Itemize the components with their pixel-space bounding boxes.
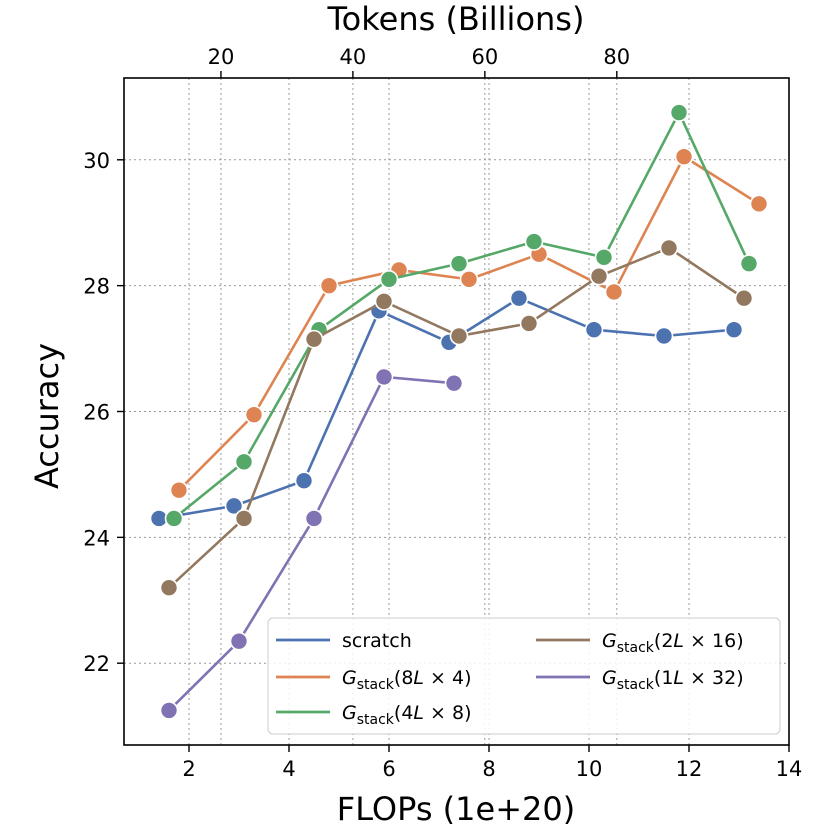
x-tick-label: 10 bbox=[576, 757, 603, 781]
data-point bbox=[739, 254, 759, 273]
data-point bbox=[304, 509, 324, 528]
data-point bbox=[734, 288, 754, 308]
data-point bbox=[234, 452, 254, 472]
series-2 bbox=[169, 147, 769, 500]
data-point bbox=[459, 270, 479, 289]
data-point bbox=[169, 480, 189, 500]
data-point bbox=[224, 496, 244, 516]
y-tick-label: 24 bbox=[83, 526, 110, 550]
data-point bbox=[374, 292, 394, 311]
data-point bbox=[319, 276, 339, 295]
x-tick-label: 8 bbox=[482, 757, 495, 781]
data-point bbox=[159, 578, 179, 597]
data-point bbox=[234, 509, 254, 528]
x-axis-title: FLOPs (1e+20) bbox=[337, 790, 575, 828]
data-point bbox=[229, 631, 249, 651]
series-3 bbox=[164, 103, 759, 528]
data-point bbox=[294, 471, 314, 491]
top-x-tick-label: 40 bbox=[340, 45, 367, 69]
top-x-axis-title: Tokens (Billions) bbox=[327, 0, 585, 38]
x-tick-label: 6 bbox=[382, 757, 395, 781]
series-line bbox=[178, 155, 760, 492]
top-x-tick-label: 60 bbox=[471, 45, 498, 69]
data-point bbox=[604, 282, 624, 302]
legend-label: Gstack(1L × 32) bbox=[602, 667, 744, 693]
legend-label: Gstack(4L × 8) bbox=[342, 702, 472, 728]
x-tick-label: 4 bbox=[282, 757, 295, 781]
series-1 bbox=[149, 288, 744, 528]
series-layer bbox=[149, 103, 769, 720]
series-5 bbox=[159, 367, 464, 720]
x-tick-label: 14 bbox=[776, 757, 803, 781]
legend-box bbox=[267, 617, 781, 735]
data-point bbox=[594, 248, 614, 267]
legend-label: Gstack(8L × 4) bbox=[342, 667, 472, 693]
data-point bbox=[654, 326, 674, 346]
data-point bbox=[674, 147, 694, 166]
data-point bbox=[444, 373, 464, 393]
data-point bbox=[244, 405, 264, 424]
y-tick-label: 30 bbox=[83, 149, 110, 173]
data-point bbox=[159, 701, 179, 720]
y-tick-label: 26 bbox=[83, 401, 110, 425]
data-point bbox=[519, 314, 539, 333]
series-4 bbox=[159, 238, 754, 597]
data-point bbox=[509, 288, 529, 308]
top-x-tick-label: 80 bbox=[603, 45, 630, 69]
data-point bbox=[589, 266, 609, 286]
legend-label: Gstack(2L × 16) bbox=[602, 630, 744, 656]
data-point bbox=[524, 232, 544, 251]
data-point bbox=[749, 194, 769, 214]
y-tick-label: 22 bbox=[83, 652, 110, 676]
data-point bbox=[669, 103, 689, 122]
x-tick-label: 2 bbox=[182, 757, 195, 781]
data-point bbox=[164, 509, 184, 528]
data-point bbox=[374, 367, 394, 387]
series-line bbox=[173, 111, 751, 520]
data-point bbox=[449, 254, 469, 273]
data-point bbox=[659, 238, 679, 258]
legend-label: scratch bbox=[342, 630, 412, 652]
y-tick-label: 28 bbox=[83, 275, 110, 299]
data-point bbox=[449, 326, 469, 346]
x-tick-label: 12 bbox=[676, 757, 703, 781]
data-point bbox=[379, 270, 399, 289]
y-axis-title: Accuracy bbox=[28, 343, 66, 489]
top-x-tick-label: 20 bbox=[208, 45, 235, 69]
legend: scratch Gstack(8L × 4) Gstack(4L × 8) Gstac… bbox=[267, 617, 781, 735]
data-point bbox=[724, 320, 744, 339]
data-point bbox=[304, 329, 324, 349]
data-point bbox=[584, 320, 604, 339]
